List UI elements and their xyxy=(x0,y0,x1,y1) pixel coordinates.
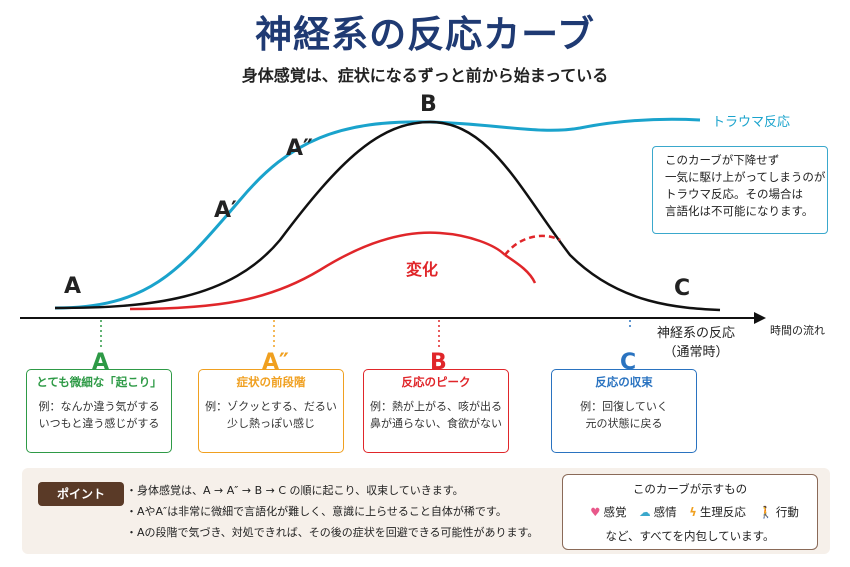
explain-line: 一気に駆け上がってしまうのが xyxy=(665,170,826,184)
curve-label-a-double: A″ xyxy=(286,136,313,161)
stage-card-a: とても微細な「起こり」 例：なんか違う気がする いつもと違う感じがする xyxy=(26,369,172,453)
lightning-icon: ϟ xyxy=(689,505,697,519)
page-subtitle: 身体感覚は、症状になるずっと前から始まっている xyxy=(241,66,609,85)
stage-subtitle: とても微細な「起こり」 xyxy=(36,375,162,389)
time-label: 時間の流れ xyxy=(770,324,825,337)
shows-footer: など、すべてを内包しています。 xyxy=(605,529,775,543)
stage-desc: 例：ゾクッとする、だるい 少し熱っぽい感じ xyxy=(199,398,343,432)
change-curve-dashed xyxy=(504,234,561,256)
stage-desc-line: 例：回復していく xyxy=(580,400,668,413)
change-curve-drop xyxy=(504,253,537,284)
stage-letter-c: C xyxy=(620,350,637,375)
stage-desc-line: 鼻が通らない、食欲がない xyxy=(370,417,502,430)
trauma-label: トラウマ反応 xyxy=(712,115,791,130)
point-bullets: ・身体感覚は、A → A″ → B → C の順に起こり、収束していきます。 ・… xyxy=(126,480,538,543)
stage-card-a-double: 症状の前段階 例：ゾクッとする、だるい 少し熱っぽい感じ xyxy=(198,369,344,453)
stage-desc-line: 例：なんか違う気がする xyxy=(38,400,160,413)
stage-desc: 例：回復していく 元の状態に戻る xyxy=(552,398,696,432)
point-bullet: ・身体感覚は、A → A″ → B → C の順に起こり、収束していきます。 xyxy=(126,484,464,497)
point-bullet: ・AやA″は非常に微細で言語化が難しく、意識に上らせること自体が稀です。 xyxy=(126,505,507,518)
curve-label-a: A xyxy=(64,274,82,299)
stage-desc: 例：熱が上がる、咳が出る 鼻が通らない、食欲がない xyxy=(364,398,508,432)
shows-item-label: 感情 xyxy=(653,505,677,519)
curve-label-c: C xyxy=(674,276,691,301)
point-badge: ポイント xyxy=(38,482,124,506)
shows-item-label: 感覚 xyxy=(603,505,627,519)
stage-card-b: 反応のピーク 例：熱が上がる、咳が出る 鼻が通らない、食欲がない xyxy=(363,369,509,453)
stage-desc-line: 例：熱が上がる、咳が出る xyxy=(370,400,502,413)
time-axis-arrow xyxy=(754,312,766,324)
stage-desc: 例：なんか違う気がする いつもと違う感じがする xyxy=(27,398,171,432)
stage-card-c: 反応の収束 例：回復していく 元の状態に戻る xyxy=(551,369,697,453)
axis-label-line2: （通常時） xyxy=(663,345,729,360)
page-title: 神経系の反応カーブ xyxy=(255,13,595,56)
shows-item-label: 行動 xyxy=(775,505,799,519)
stage-letter-b: B xyxy=(430,350,447,375)
stage-desc-line: 元の状態に戻る xyxy=(585,417,663,430)
change-curve xyxy=(129,231,506,311)
trauma-explanation-box: このカーブが下降せず 一気に駆け上がってしまうのが トラウマ反応。その場合は 言… xyxy=(652,146,828,234)
heart-icon: ♥ xyxy=(590,505,601,519)
stage-letter-a: A xyxy=(92,350,110,375)
point-bullet: ・Aの段階で気づき、対処できれば、その後の症状を回避できる可能性があります。 xyxy=(126,526,539,539)
axis-label-line1: 神経系の反応 xyxy=(656,326,735,341)
trauma-curve xyxy=(54,117,701,310)
explain-line: トラウマ反応。その場合は xyxy=(665,187,803,201)
stage-subtitle: 症状の前段階 xyxy=(236,375,306,389)
stage-subtitle: 反応のピーク xyxy=(401,375,471,389)
curve-label-a-prime: A′ xyxy=(214,198,237,223)
explain-line: このカーブが下降せず xyxy=(665,153,780,167)
point-section: ポイント ・身体感覚は、A → A″ → B → C の順に起こり、収束していき… xyxy=(22,468,830,554)
cloud-icon: ☁ xyxy=(639,505,651,519)
stage-subtitle: 反応の収束 xyxy=(595,375,653,389)
stage-desc-line: 例：ゾクッとする、だるい xyxy=(205,400,337,413)
stage-desc-line: 少し熱っぽい感じ xyxy=(227,417,315,430)
stage-desc-line: いつもと違う感じがする xyxy=(38,417,160,430)
change-label: 変化 xyxy=(406,260,439,279)
curve-label-b: B xyxy=(420,92,437,117)
explain-line: 言語化は不可能になります。 xyxy=(665,204,814,218)
normal-curve xyxy=(54,120,721,312)
curve-shows-box: このカーブが示すもの ♥ 感覚 ☁ 感情 ϟ 生理反応 🚶 行動 など、すべてを内包して… xyxy=(562,474,818,550)
shows-icons-row: ♥ 感覚 ☁ 感情 ϟ 生理反応 🚶 行動 xyxy=(563,504,817,520)
shows-heading: このカーブが示すもの xyxy=(632,482,748,496)
walking-person-icon: 🚶 xyxy=(758,505,773,519)
axis-label: 神経系の反応 （通常時） xyxy=(640,322,752,360)
shows-item-label: 生理反応 xyxy=(699,505,746,519)
